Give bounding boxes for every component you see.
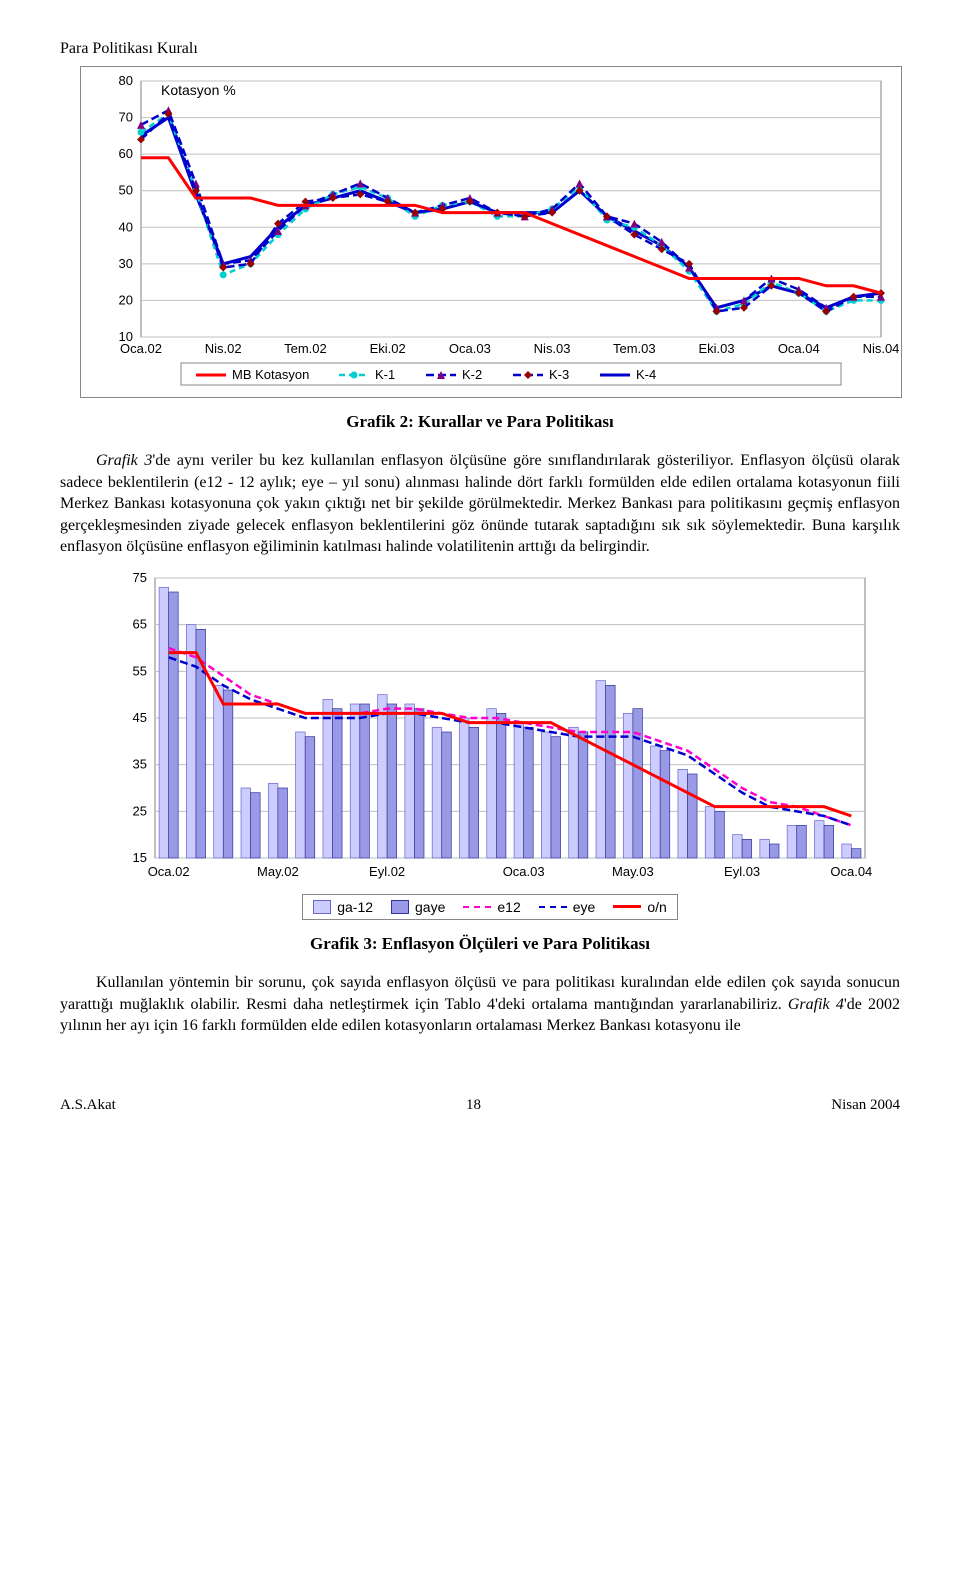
svg-text:20: 20 <box>119 292 133 307</box>
svg-text:MB Kotasyon: MB Kotasyon <box>232 367 309 382</box>
chart1: 1020304050607080Kotasyon %Oca.02Nis.02Te… <box>81 67 901 397</box>
svg-text:40: 40 <box>119 219 133 234</box>
svg-text:70: 70 <box>119 110 133 125</box>
chart2-legend-row: ga-12gayee12eyeo/n <box>100 894 880 920</box>
caption-chart1: Grafik 2: Kurallar ve Para Politikası <box>60 412 900 432</box>
svg-text:K-3: K-3 <box>549 367 569 382</box>
svg-text:Oca.04: Oca.04 <box>830 864 872 879</box>
svg-text:Eyl.02: Eyl.02 <box>369 864 405 879</box>
chart2: 15 25 35 45 55 65 75 Oca.02 May.02 Eyl.02 Oca.03 Ma… <box>100 568 880 888</box>
svg-text:30: 30 <box>119 256 133 271</box>
svg-text:Tem.03: Tem.03 <box>613 341 656 356</box>
svg-text:K-4: K-4 <box>636 367 656 382</box>
footer-right: Nisan 2004 <box>831 1097 900 1114</box>
footer-page-number: 18 <box>466 1097 481 1114</box>
svg-text:Nis.04: Nis.04 <box>863 341 900 356</box>
svg-text:55: 55 <box>133 663 147 678</box>
svg-text:K-2: K-2 <box>462 367 482 382</box>
svg-text:45: 45 <box>133 710 147 725</box>
caption-chart2: Grafik 3: Enflasyon Ölçüleri ve Para Pol… <box>60 934 900 954</box>
chart2-legend: ga-12gayee12eyeo/n <box>302 894 678 920</box>
svg-text:80: 80 <box>119 73 133 88</box>
svg-text:Kotasyon %: Kotasyon % <box>161 82 236 98</box>
svg-text:60: 60 <box>119 146 133 161</box>
svg-text:Oca.02: Oca.02 <box>120 341 162 356</box>
svg-text:65: 65 <box>133 617 147 632</box>
svg-text:Eki.02: Eki.02 <box>370 341 406 356</box>
svg-text:May.03: May.03 <box>612 864 654 879</box>
italic-lead: Grafik 3 <box>96 452 152 469</box>
svg-text:Eki.03: Eki.03 <box>698 341 734 356</box>
svg-text:Oca.03: Oca.03 <box>449 341 491 356</box>
chart1-container: 1020304050607080Kotasyon %Oca.02Nis.02Te… <box>80 66 902 398</box>
svg-text:Oca.02: Oca.02 <box>148 864 190 879</box>
section-title: Para Politikası Kuralı <box>60 40 900 58</box>
svg-text:Oca.04: Oca.04 <box>778 341 820 356</box>
svg-text:May.02: May.02 <box>257 864 299 879</box>
footer-left: A.S.Akat <box>60 1097 116 1114</box>
svg-text:K-1: K-1 <box>375 367 395 382</box>
page-footer: A.S.Akat 18 Nisan 2004 <box>60 1097 900 1114</box>
svg-text:Nis.02: Nis.02 <box>205 341 242 356</box>
svg-text:Oca.03: Oca.03 <box>503 864 545 879</box>
svg-text:35: 35 <box>133 757 147 772</box>
svg-text:15: 15 <box>133 850 147 865</box>
svg-text:Nis.03: Nis.03 <box>534 341 571 356</box>
svg-text:75: 75 <box>133 570 147 585</box>
svg-text:Eyl.03: Eyl.03 <box>724 864 760 879</box>
italic-grafik4: Grafik 4 <box>788 996 844 1013</box>
svg-text:25: 25 <box>133 803 147 818</box>
body-paragraph-1: Grafik 3'de aynı veriler bu kez kullanıl… <box>60 450 900 558</box>
svg-text:Tem.02: Tem.02 <box>284 341 327 356</box>
svg-text:50: 50 <box>119 183 133 198</box>
body-paragraph-2: Kullanılan yöntemin bir sorunu, çok sayı… <box>60 972 900 1037</box>
